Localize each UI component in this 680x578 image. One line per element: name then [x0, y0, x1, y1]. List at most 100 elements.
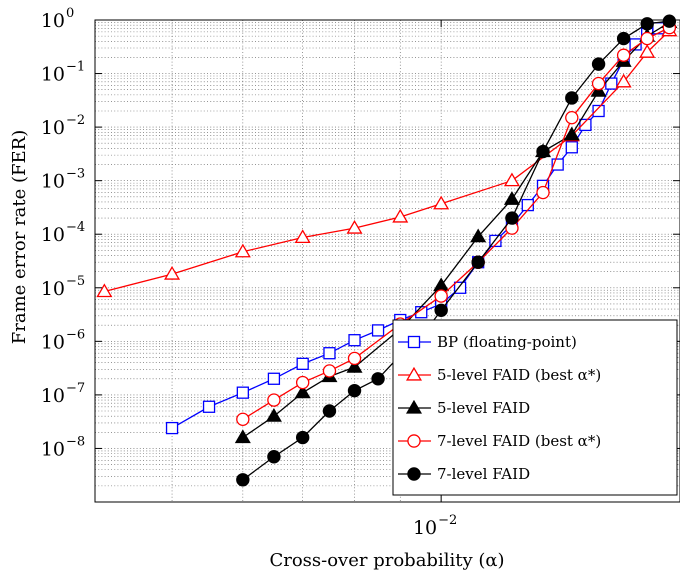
data-point	[565, 91, 579, 105]
y-tick-exponent: −7	[66, 381, 85, 396]
data-point	[453, 281, 467, 294]
data-point	[236, 412, 250, 427]
data-point	[202, 400, 216, 413]
data-point	[434, 289, 448, 303]
data-point	[503, 191, 520, 205]
data-point	[347, 383, 362, 398]
data-point	[234, 243, 251, 258]
data-point	[392, 208, 409, 223]
series-line	[104, 30, 670, 293]
data-point	[294, 384, 311, 399]
data-point	[267, 372, 281, 385]
data-point	[640, 17, 654, 31]
data-point	[639, 44, 656, 58]
data-point	[323, 347, 336, 360]
y-tick-label: 10	[41, 438, 65, 460]
data-point	[640, 31, 654, 46]
series-5	[236, 14, 677, 487]
data-point	[536, 185, 550, 200]
data-point	[592, 104, 605, 118]
data-point	[296, 357, 309, 370]
y-tick-label: 10	[41, 171, 65, 193]
data-point	[591, 57, 606, 71]
data-point	[322, 364, 337, 378]
data-point	[371, 372, 385, 386]
grid-lines	[95, 20, 680, 503]
data-point	[96, 283, 113, 298]
data-point	[164, 265, 181, 280]
legend-marker	[405, 366, 423, 381]
y-tick-exponent: −5	[66, 274, 85, 289]
data-point	[565, 110, 579, 125]
y-tick-exponent: −2	[66, 113, 85, 128]
y-tick-exponent: 0	[66, 6, 74, 21]
data-point	[234, 429, 251, 444]
y-tick-label: 10	[41, 385, 65, 407]
legend-marker	[405, 399, 423, 414]
y-tick-label: 10	[41, 278, 65, 300]
legend-marker	[407, 335, 421, 349]
data-point	[616, 31, 631, 46]
legend-label: 7-level FAID (best α*)	[437, 432, 601, 450]
y-tick-label: 10	[41, 64, 65, 86]
data-point	[434, 303, 448, 317]
y-tick-exponent: −8	[66, 434, 85, 449]
data-point	[346, 219, 363, 234]
data-point	[662, 14, 677, 28]
legend-label: 7-level FAID	[437, 465, 530, 483]
y-tick-label: 10	[41, 117, 65, 139]
data-point	[503, 172, 520, 187]
y-tick-exponent: −3	[66, 167, 85, 182]
data-point	[579, 118, 592, 132]
legend: BP (floating-point) 5-level FAID (best α*…	[392, 319, 678, 496]
data-point	[616, 48, 631, 62]
data-point	[346, 358, 363, 373]
data-point	[605, 77, 618, 90]
data-point	[433, 277, 450, 292]
data-point	[563, 126, 580, 141]
data-point	[348, 334, 361, 347]
data-point	[565, 141, 578, 154]
x-axis-label: Cross-over probability (α)	[269, 550, 504, 571]
data-point	[433, 195, 450, 210]
y-tick-label: 10	[41, 331, 65, 353]
data-point	[236, 386, 249, 399]
data-point	[629, 38, 642, 51]
y-tick-exponent: −1	[66, 60, 85, 75]
legend-label: 5-level FAID (best α*)	[437, 366, 601, 384]
legend-label: 5-level FAID	[437, 399, 530, 417]
legend-label: BP (floating-point)	[437, 333, 577, 351]
legend-marker	[407, 467, 421, 481]
data-point	[470, 228, 487, 243]
data-point	[295, 430, 310, 445]
data-point	[615, 73, 632, 88]
data-point	[347, 351, 362, 366]
data-point	[236, 473, 250, 487]
data-point	[265, 408, 282, 422]
tick-labels: 10 010 −110 −210 −310 −410 −510 −610 −710 −810 −2	[41, 6, 458, 539]
y-tick-label: 10	[41, 224, 65, 246]
data-point	[267, 450, 281, 464]
data-point	[551, 158, 564, 171]
x-tick-label: 10	[413, 517, 437, 539]
data-point	[295, 375, 310, 390]
y-tick-exponent: −4	[66, 220, 85, 235]
data-point	[294, 229, 311, 244]
data-point	[536, 144, 550, 159]
legend-marker	[407, 434, 421, 448]
data-point	[505, 211, 519, 225]
data-point	[267, 393, 281, 407]
data-point	[322, 404, 337, 418]
y-axis-label: Frame error rate (FER)	[9, 130, 30, 344]
plot-frame	[94, 19, 680, 503]
y-tick-exponent: −6	[66, 327, 85, 342]
x-tick-exponent: −2	[438, 513, 457, 528]
data-point	[489, 234, 502, 248]
legend-box	[392, 319, 678, 496]
data-point	[591, 76, 606, 91]
data-point	[371, 324, 385, 337]
data-point	[471, 255, 485, 269]
y-tick-label: 10	[41, 10, 65, 32]
data-point	[165, 421, 179, 435]
